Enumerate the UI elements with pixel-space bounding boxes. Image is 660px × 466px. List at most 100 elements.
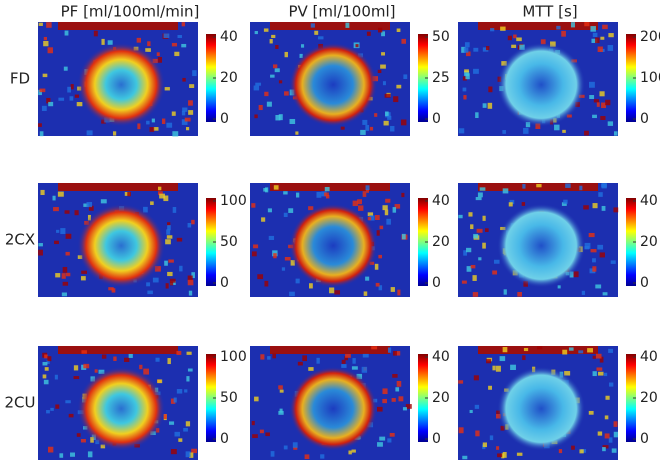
map-speckle — [562, 349, 568, 355]
map-region — [497, 203, 586, 288]
map-speckle — [374, 263, 379, 270]
map-speckle — [290, 260, 295, 266]
map-speckle — [309, 283, 313, 289]
map-speckle — [281, 267, 286, 271]
colorbar-tick-label: 40 — [640, 193, 658, 209]
map-speckle — [593, 99, 600, 103]
map-speckle — [176, 350, 182, 355]
map-speckle — [392, 207, 397, 213]
map-speckle — [482, 442, 487, 448]
map-speckle — [62, 266, 68, 273]
row-label: 2CX — [5, 231, 35, 249]
map-speckle — [463, 95, 467, 100]
map-speckle — [396, 84, 402, 89]
map-speckle — [610, 260, 616, 264]
map-speckle — [267, 356, 271, 360]
map-speckle — [540, 39, 546, 45]
map-speckle — [187, 368, 193, 372]
map-speckle — [58, 97, 65, 101]
map-speckle — [398, 396, 404, 402]
map-speckle — [464, 69, 469, 73]
map-speckle — [43, 379, 49, 385]
map-speckle — [358, 205, 364, 211]
map-speckle — [83, 203, 89, 207]
map-speckle — [377, 69, 382, 74]
map-speckle — [93, 30, 98, 37]
map-speckle — [177, 35, 182, 39]
row-label: FD — [10, 70, 30, 88]
map-speckle — [371, 346, 378, 350]
map-speckle — [591, 38, 598, 43]
map-speckle — [602, 445, 609, 449]
map-speckle — [187, 275, 193, 281]
colorbar-tick-label: 0 — [220, 275, 229, 291]
map-speckle — [509, 199, 515, 205]
map-speckle — [260, 354, 265, 360]
map-speckle — [458, 214, 463, 219]
map-image — [38, 183, 198, 297]
map-speckle — [516, 37, 522, 42]
map-speckle — [259, 429, 264, 434]
map-speckle — [488, 385, 493, 390]
map-region — [77, 366, 166, 451]
map-speckle — [390, 287, 395, 292]
map-speckle — [602, 447, 606, 452]
map-speckle — [458, 380, 464, 384]
map-speckle — [86, 130, 93, 136]
map-speckle — [47, 356, 52, 362]
map-speckle — [490, 28, 495, 32]
map-speckle — [508, 202, 513, 207]
map-speckle — [42, 361, 48, 366]
map-speckle — [60, 228, 66, 235]
map-speckle — [184, 117, 191, 122]
map-speckle — [340, 126, 345, 130]
map-speckle — [111, 288, 116, 293]
map-speckle — [146, 282, 151, 287]
map-speckle — [475, 197, 482, 201]
map-speckle — [47, 47, 53, 54]
map-speckle — [86, 201, 93, 208]
map-speckle — [478, 257, 482, 261]
map-speckle — [536, 183, 542, 188]
map-speckle — [469, 409, 473, 414]
colorbar-tick-label: 0 — [640, 275, 649, 291]
colorbar-tick-label: 50 — [220, 234, 238, 250]
map-speckle — [382, 388, 388, 395]
map-speckle — [70, 452, 75, 457]
colorbar-tick-label: 40 — [432, 349, 450, 365]
map-speckle — [405, 404, 412, 409]
map-speckle — [263, 188, 268, 192]
map-speckle — [470, 264, 476, 269]
map-speckle — [374, 215, 380, 221]
map-image — [250, 183, 410, 297]
map-speckle — [461, 280, 467, 284]
map-region — [497, 42, 586, 127]
colorbar-tick-label: 20 — [432, 390, 450, 406]
map-speckle — [383, 120, 389, 126]
map-speckle — [381, 31, 386, 37]
map-speckle — [573, 271, 579, 278]
map-speckle — [599, 252, 605, 258]
map-speckle — [167, 358, 171, 365]
map-speckle — [601, 102, 607, 109]
map-speckle — [595, 284, 602, 289]
map-speckle — [362, 119, 368, 125]
map-speckle — [511, 44, 517, 48]
map-speckle — [345, 354, 351, 358]
map-speckle — [189, 84, 195, 88]
map-speckle — [167, 222, 171, 226]
map-speckle — [502, 130, 506, 134]
map-speckle — [255, 82, 262, 86]
map-speckle — [473, 47, 479, 52]
map-speckle — [341, 359, 346, 364]
map-speckle — [394, 204, 401, 209]
map-speckle — [266, 101, 272, 107]
map-speckle — [391, 398, 396, 402]
map-speckle — [473, 68, 479, 74]
map-speckle — [143, 368, 149, 375]
column-title: PF [ml/100ml/min] — [61, 3, 200, 21]
map-speckle — [188, 110, 194, 115]
map-speckle — [164, 87, 170, 91]
map-speckle — [613, 431, 618, 438]
map-speckle — [604, 433, 610, 439]
